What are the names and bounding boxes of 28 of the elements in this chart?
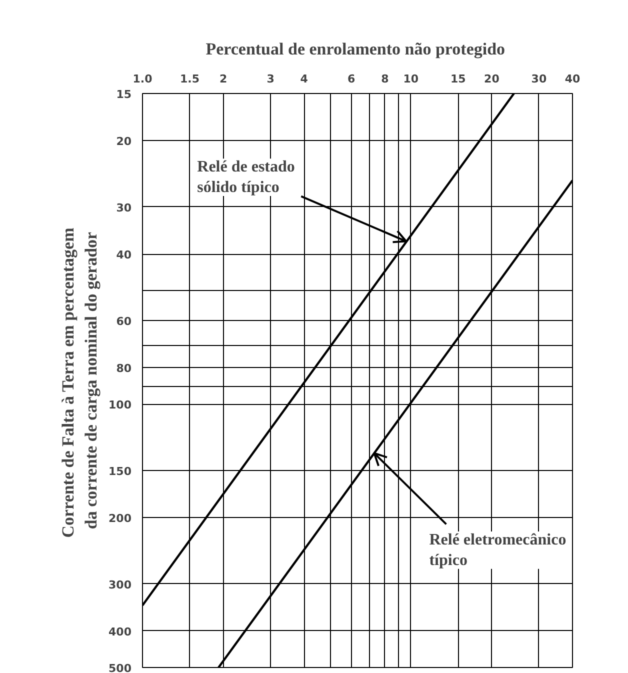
y-tick-label: 30 <box>116 201 132 214</box>
y-tick-label: 60 <box>116 314 132 328</box>
x-tick-label: 1.0 <box>132 72 153 86</box>
y-tick-label: 400 <box>108 625 132 638</box>
y-tick-label: 100 <box>108 398 132 412</box>
y-tick-label: 80 <box>116 362 132 376</box>
y-tick-label: 15 <box>116 88 132 101</box>
x-tick-label: 10 <box>403 72 419 86</box>
y-tick-label: 20 <box>116 135 132 148</box>
annotation: Relé de estado sólido típico <box>197 158 295 196</box>
x-tick-label: 15 <box>450 72 466 86</box>
y-tick-label: 40 <box>116 248 132 262</box>
x-tick-label: 30 <box>531 72 547 86</box>
y-tick-label: 500 <box>108 662 132 673</box>
x-tick-label: 6 <box>348 72 356 86</box>
x-axis-title: Percentual de enrolamento não protegido <box>206 40 506 58</box>
annotation: Relé eletromecânico típico <box>429 531 566 569</box>
y-tick-label: 300 <box>108 578 132 592</box>
x-tick-label: 20 <box>484 72 500 86</box>
y-axis-title: Corrente de Falta à Terra em percentagem da corrente de carga nominal do gerador <box>58 228 101 538</box>
x-tick-label: 40 <box>564 72 580 86</box>
y-tick-label: 200 <box>108 512 132 526</box>
x-tick-label: 1.5 <box>180 72 200 86</box>
x-tick-label: 8 <box>381 72 389 86</box>
x-tick-label: 3 <box>266 72 274 86</box>
x-tick-label: 4 <box>300 72 308 86</box>
x-tick-label: 2 <box>219 72 228 86</box>
y-tick-label: 150 <box>108 464 132 478</box>
